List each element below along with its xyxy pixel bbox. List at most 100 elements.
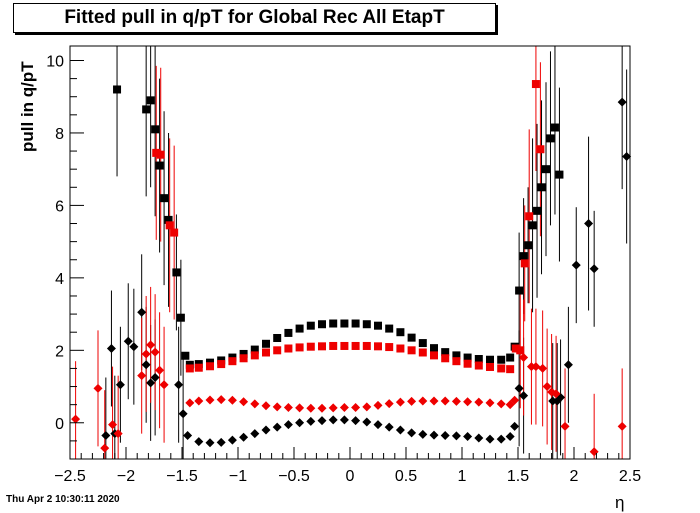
data-point-diamond xyxy=(71,414,81,424)
data-point-diamond xyxy=(339,403,349,413)
x-axis-label: η xyxy=(615,493,625,512)
x-tick-label: −1 xyxy=(229,468,247,485)
data-point-square xyxy=(486,355,494,364)
data-point-diamond xyxy=(129,342,139,352)
data-point-square xyxy=(164,215,173,224)
data-point-diamond xyxy=(560,421,570,431)
data-point-square xyxy=(430,344,438,353)
error-bars xyxy=(75,46,628,459)
y-tick-label: 4 xyxy=(55,271,64,288)
data-point-diamond xyxy=(250,429,260,439)
x-tick-label: −1.5 xyxy=(166,468,198,485)
timestamp: Thu Apr 2 10:30:11 2020 xyxy=(6,494,120,505)
data-point-square xyxy=(515,286,524,295)
data-point-diamond xyxy=(440,430,450,440)
data-point-diamond xyxy=(306,403,316,413)
data-point-square xyxy=(295,343,304,352)
data-point-square xyxy=(273,333,282,342)
y-axis-ticks: 0 2 4 6 8 10 xyxy=(46,53,84,460)
data-point-square xyxy=(306,321,315,330)
data-point-square xyxy=(546,134,555,143)
data-point-square xyxy=(273,346,282,355)
data-points xyxy=(71,80,632,457)
data-point-square xyxy=(528,221,537,230)
data-point-diamond xyxy=(239,432,249,442)
x-tick-label: −0.5 xyxy=(278,468,310,485)
y-tick-label: 2 xyxy=(55,343,64,360)
data-point-diamond xyxy=(150,347,160,357)
data-point-diamond xyxy=(617,421,627,431)
data-point-diamond xyxy=(174,380,184,390)
data-point-square xyxy=(374,342,382,351)
x-axis-ticks: −2.5 −2 −1.5 −1 −0.5 0 0.5 1 1.5 2 2.5 xyxy=(54,447,641,485)
data-point-diamond xyxy=(519,353,529,363)
data-point-diamond xyxy=(407,428,417,438)
data-point-square xyxy=(418,339,427,348)
data-point-diamond xyxy=(295,418,305,428)
data-point-diamond xyxy=(150,372,160,382)
data-point-diamond xyxy=(141,360,151,370)
data-point-square xyxy=(441,354,450,363)
data-point-diamond xyxy=(183,430,193,440)
data-point-diamond xyxy=(250,399,260,409)
data-point-diamond xyxy=(216,437,226,447)
data-point-diamond xyxy=(538,363,548,373)
data-point-square xyxy=(396,344,405,353)
data-point-diamond xyxy=(146,378,156,388)
data-point-diamond xyxy=(463,397,473,407)
data-point-diamond xyxy=(227,395,237,405)
y-tick-label: 10 xyxy=(46,53,64,70)
data-point-square xyxy=(318,320,326,329)
data-point-diamond xyxy=(485,398,495,408)
data-point-diamond xyxy=(137,371,147,381)
data-point-square xyxy=(418,348,427,357)
data-point-square xyxy=(516,346,525,355)
data-point-diamond xyxy=(159,380,169,390)
data-point-square xyxy=(284,328,293,337)
data-point-square xyxy=(170,228,179,237)
data-point-diamond xyxy=(474,397,484,407)
data-point-diamond xyxy=(194,396,204,406)
data-point-square xyxy=(172,268,181,277)
data-point-diamond xyxy=(451,396,461,406)
data-point-diamond xyxy=(93,383,103,393)
data-point-square xyxy=(165,221,174,230)
x-tick-label: 2.5 xyxy=(619,468,641,485)
data-point-square xyxy=(228,357,237,366)
data-point-square xyxy=(550,123,559,132)
data-point-diamond xyxy=(463,432,473,442)
data-point-square xyxy=(511,344,520,353)
data-point-diamond xyxy=(571,260,581,270)
data-point-square xyxy=(155,161,164,170)
x-tick-label: 0.5 xyxy=(395,468,417,485)
data-point-square xyxy=(430,351,438,360)
data-point-diamond xyxy=(548,396,558,406)
data-point-square xyxy=(351,319,360,328)
data-point-square xyxy=(486,362,494,371)
data-point-square xyxy=(250,345,259,354)
data-point-square xyxy=(306,342,315,351)
data-point-square xyxy=(156,150,165,159)
data-point-diamond xyxy=(155,365,165,375)
data-point-diamond xyxy=(485,434,495,444)
data-point-square xyxy=(407,333,416,342)
x-tick-label: −2 xyxy=(117,468,135,485)
chart-title-box: Fitted pull in q/pT for Global Rec All E… xyxy=(13,3,496,33)
data-point-square xyxy=(452,357,461,366)
data-point-square xyxy=(318,342,326,351)
data-point-diamond xyxy=(589,264,599,274)
data-point-square xyxy=(142,105,151,114)
y-tick-label: 6 xyxy=(55,198,64,215)
data-point-diamond xyxy=(306,416,316,426)
data-point-square xyxy=(385,343,394,352)
data-point-square xyxy=(542,165,550,174)
data-point-diamond xyxy=(362,402,372,412)
data-point-diamond xyxy=(328,403,338,413)
y-tick-label: 8 xyxy=(55,126,64,143)
data-point-diamond xyxy=(474,433,484,443)
data-point-square xyxy=(531,80,540,89)
data-point-square xyxy=(362,341,371,350)
data-point-diamond xyxy=(205,395,215,405)
data-point-square xyxy=(506,353,515,362)
data-point-diamond xyxy=(146,340,156,350)
